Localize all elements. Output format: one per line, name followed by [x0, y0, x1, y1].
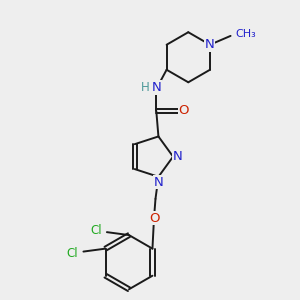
Text: N: N [154, 176, 163, 189]
Text: N: N [205, 38, 215, 51]
Text: Cl: Cl [67, 247, 78, 260]
Text: N: N [152, 81, 161, 94]
Text: CH₃: CH₃ [235, 29, 256, 39]
Text: O: O [149, 212, 160, 224]
Text: H: H [141, 81, 150, 94]
Text: Cl: Cl [90, 224, 102, 237]
Text: N: N [172, 149, 182, 163]
Text: O: O [178, 104, 189, 118]
